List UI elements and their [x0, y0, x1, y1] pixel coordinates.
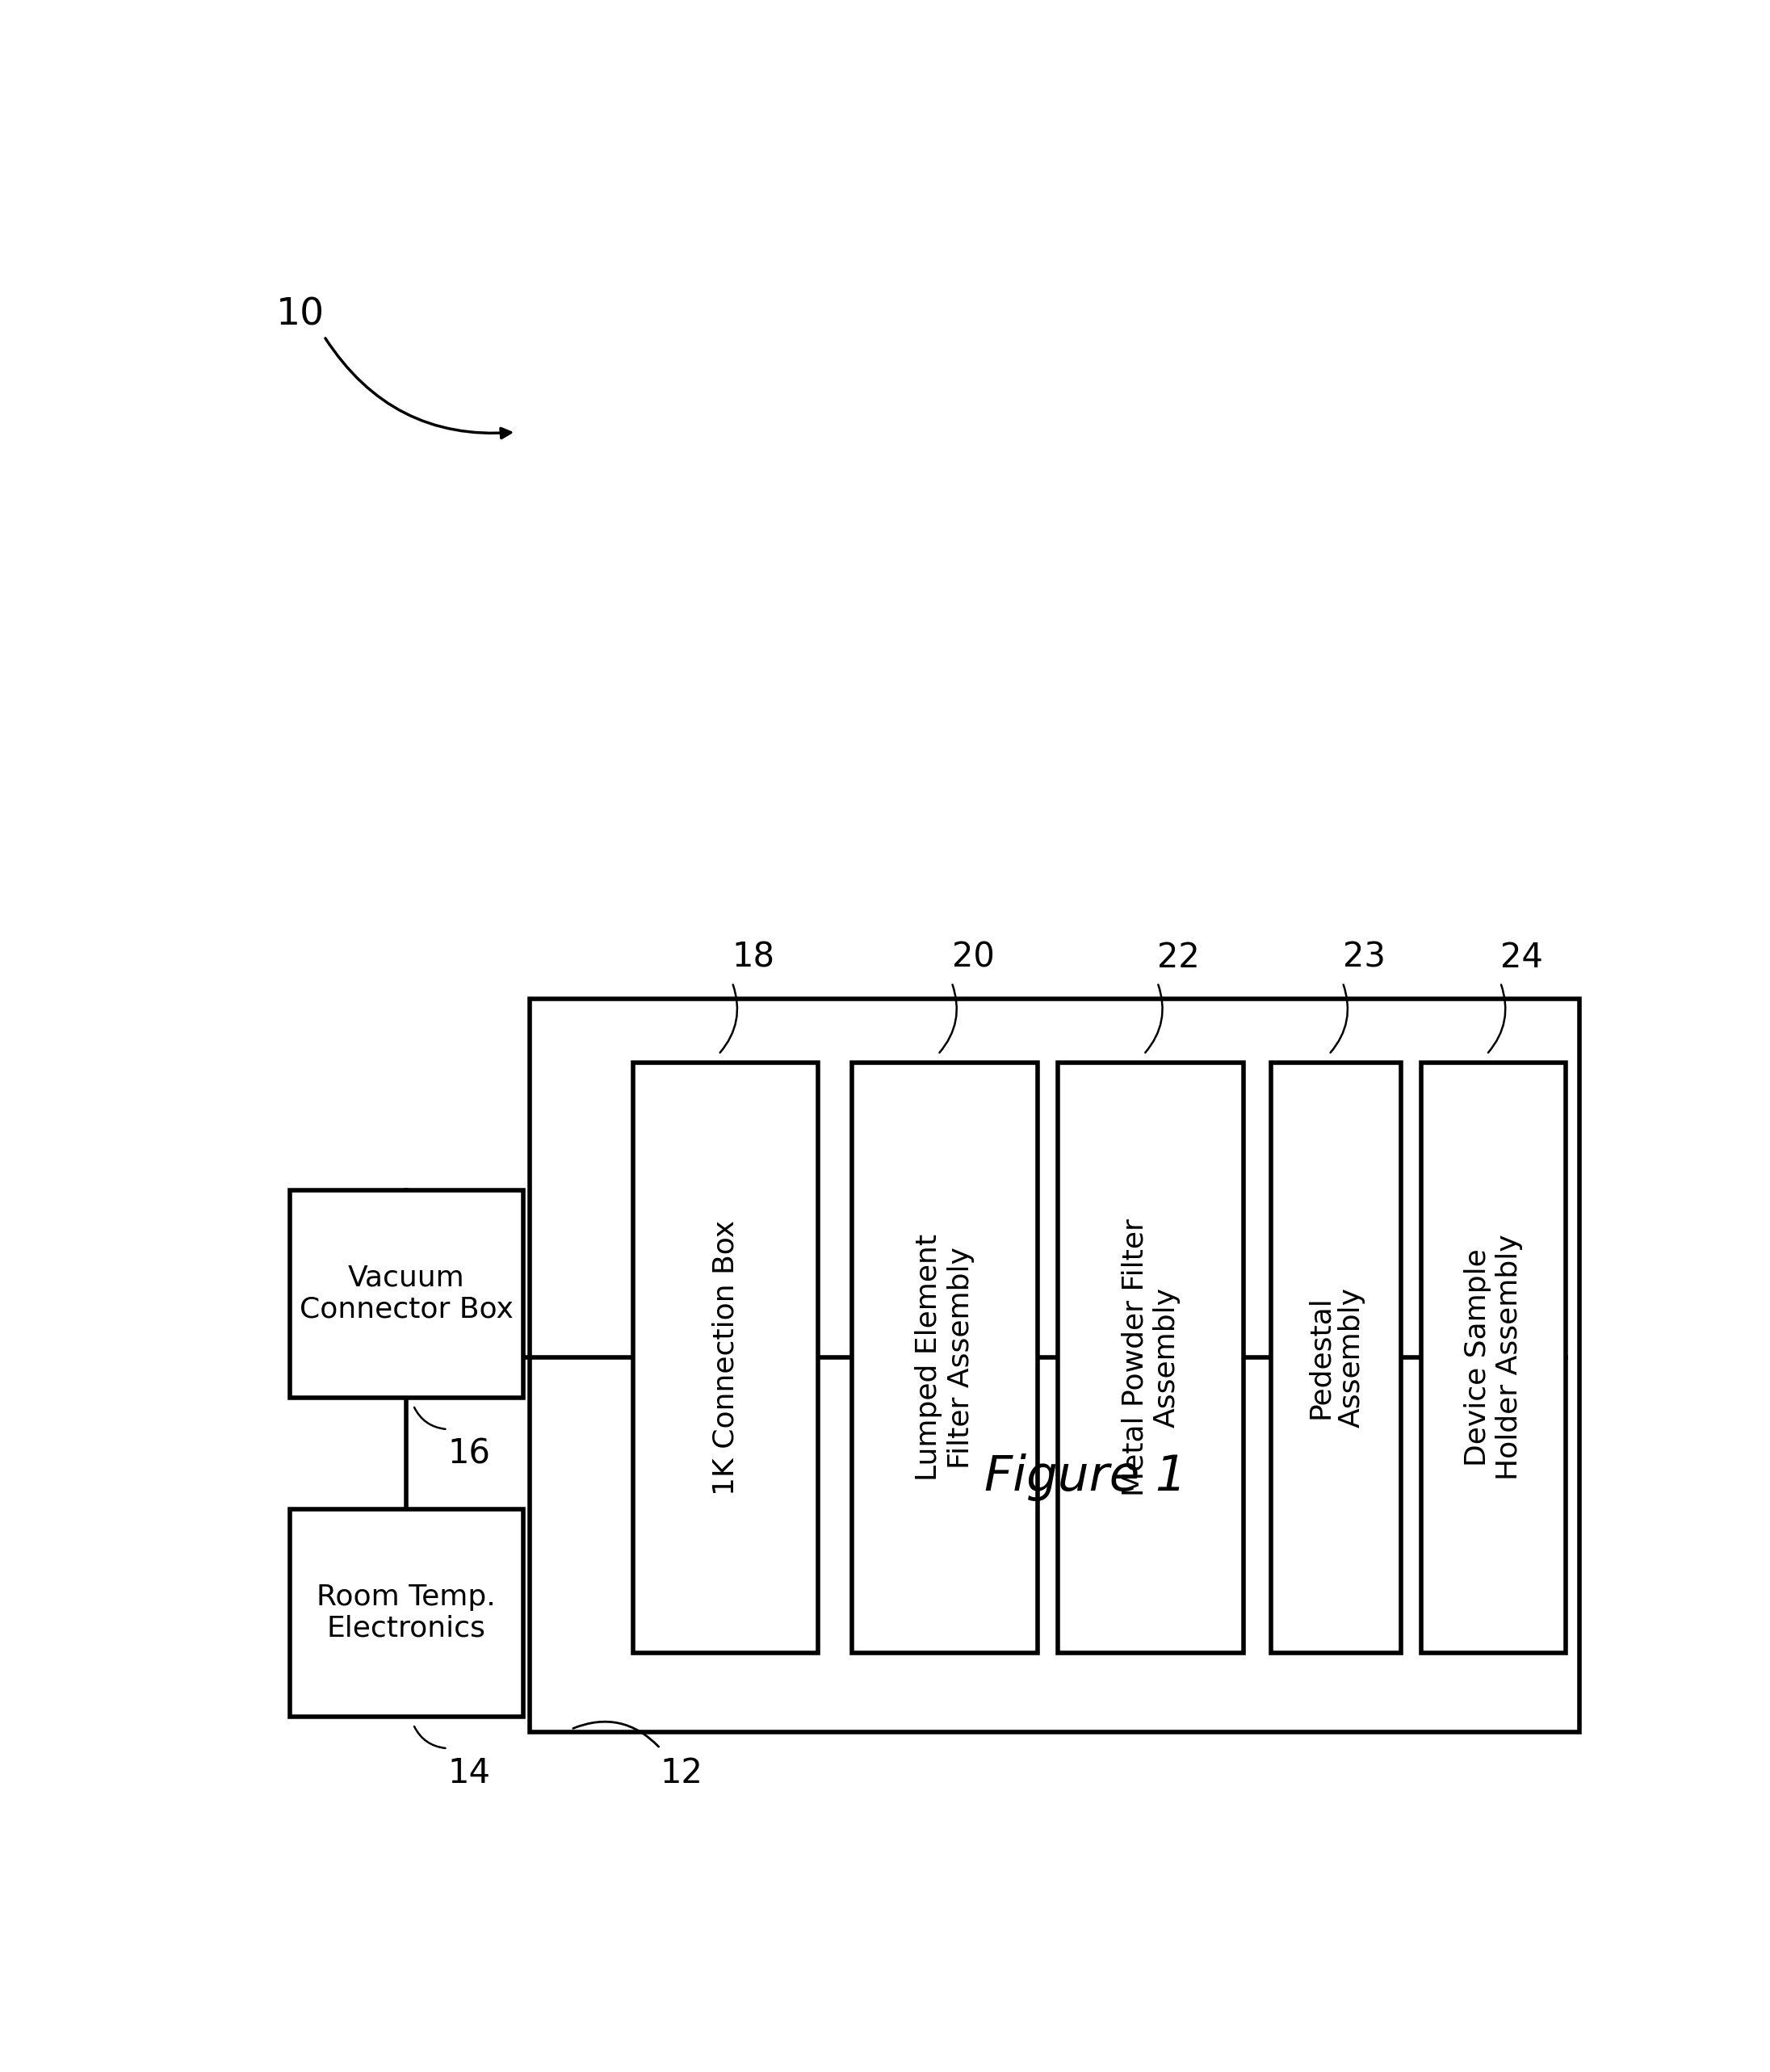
Text: Figure 1: Figure 1 — [984, 1452, 1186, 1500]
Bar — [634, 1063, 818, 1653]
Text: 14: 14 — [448, 1757, 490, 1790]
Text: 10: 10 — [276, 296, 324, 334]
Bar — [1271, 1063, 1400, 1653]
Text: 18: 18 — [733, 941, 775, 974]
Bar — [290, 1508, 524, 1716]
Bar — [851, 1063, 1037, 1653]
Bar — [290, 1189, 524, 1397]
Text: Lumped Element
Filter Assembly: Lumped Element Filter Assembly — [915, 1233, 975, 1481]
Text: 12: 12 — [660, 1757, 703, 1790]
Bar — [529, 999, 1579, 1732]
Bar — [1058, 1063, 1243, 1653]
Text: 22: 22 — [1158, 941, 1200, 974]
Text: 16: 16 — [448, 1438, 490, 1471]
Text: Room Temp.
Electronics: Room Temp. Electronics — [317, 1583, 496, 1643]
Text: 23: 23 — [1343, 941, 1386, 974]
Text: 24: 24 — [1501, 941, 1543, 974]
Text: Metal Powder Filter
Assembly: Metal Powder Filter Assembly — [1120, 1218, 1181, 1496]
Bar — [1421, 1063, 1565, 1653]
Text: Pedestal
Assembly: Pedestal Assembly — [1306, 1287, 1365, 1428]
Text: Device Sample
Holder Assembly: Device Sample Holder Assembly — [1464, 1235, 1524, 1481]
Text: 20: 20 — [952, 941, 995, 974]
Text: Vacuum
Connector Box: Vacuum Connector Box — [299, 1264, 513, 1324]
Text: 1K Connection Box: 1K Connection Box — [712, 1220, 740, 1496]
